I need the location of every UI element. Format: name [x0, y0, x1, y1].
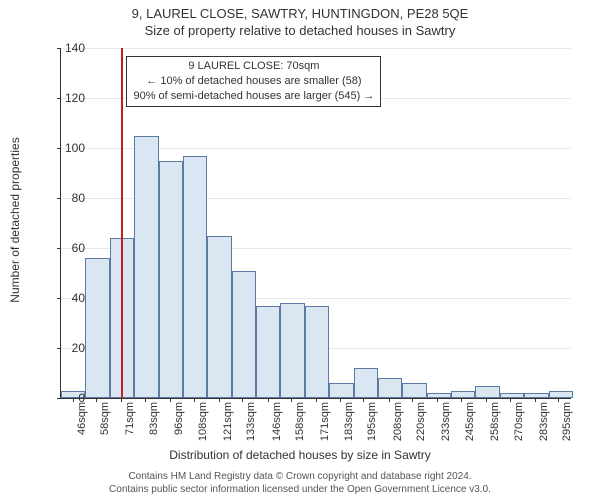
y-axis-label: Number of detached properties: [8, 137, 22, 302]
x-tick-label: 171sqm: [319, 402, 331, 441]
histogram-bar: [524, 393, 548, 398]
x-tick-mark: [96, 398, 97, 402]
x-tick-mark: [437, 398, 438, 402]
y-tick-label: 140: [55, 41, 85, 55]
x-tick-label: 295sqm: [561, 402, 573, 441]
y-tick-label: 60: [55, 241, 85, 255]
x-tick-mark: [194, 398, 195, 402]
histogram-bar: [134, 136, 158, 399]
x-tick-mark: [291, 398, 292, 402]
y-tick-label: 120: [55, 91, 85, 105]
chart-title: 9, LAUREL CLOSE, SAWTRY, HUNTINGDON, PE2…: [0, 0, 600, 21]
histogram-bar: [329, 383, 353, 398]
histogram-bar: [280, 303, 304, 398]
annotation-line-2: ← 10% of detached houses are smaller (58…: [133, 74, 374, 89]
x-tick-mark: [461, 398, 462, 402]
x-tick-label: 245sqm: [464, 402, 476, 441]
x-tick-mark: [412, 398, 413, 402]
x-tick-label: 83sqm: [148, 402, 160, 435]
histogram-bar: [85, 258, 109, 398]
x-tick-mark: [535, 398, 536, 402]
x-tick-label: 208sqm: [392, 402, 404, 441]
y-tick-label: 40: [55, 291, 85, 305]
x-tick-mark: [558, 398, 559, 402]
footer: Contains HM Land Registry data © Crown c…: [0, 470, 600, 496]
histogram-bar: [549, 391, 573, 399]
x-tick-mark: [363, 398, 364, 402]
histogram-bar: [256, 306, 280, 399]
reference-line: [121, 48, 123, 398]
histogram-bar: [183, 156, 207, 399]
chart-subtitle: Size of property relative to detached ho…: [0, 21, 600, 38]
x-tick-mark: [340, 398, 341, 402]
x-tick-label: 195sqm: [366, 402, 378, 441]
y-tick-label: 100: [55, 141, 85, 155]
x-tick-label: 96sqm: [173, 402, 185, 435]
histogram-bar: [207, 236, 231, 399]
histogram-bar: [427, 393, 451, 398]
x-tick-mark: [510, 398, 511, 402]
footer-line-1: Contains HM Land Registry data © Crown c…: [0, 470, 600, 483]
histogram-bar: [402, 383, 426, 398]
y-tick-label: 20: [55, 341, 85, 355]
x-tick-mark: [121, 398, 122, 402]
annotation-line-3: 90% of semi-detached houses are larger (…: [133, 89, 374, 104]
histogram-bar: [159, 161, 183, 399]
histogram-bar: [378, 378, 402, 398]
x-tick-label: 108sqm: [197, 402, 209, 441]
x-tick-label: 183sqm: [343, 402, 355, 441]
x-axis-label: Distribution of detached houses by size …: [0, 448, 600, 462]
gridline: [61, 48, 571, 49]
x-tick-label: 283sqm: [538, 402, 550, 441]
histogram-bar: [232, 271, 256, 399]
x-tick-label: 146sqm: [271, 402, 283, 441]
histogram-bar: [500, 393, 524, 398]
histogram-bar: [305, 306, 329, 399]
x-tick-mark: [170, 398, 171, 402]
histogram-bar: [451, 391, 475, 399]
x-tick-label: 233sqm: [440, 402, 452, 441]
x-tick-label: 258sqm: [489, 402, 501, 441]
x-tick-mark: [268, 398, 269, 402]
x-tick-label: 71sqm: [124, 402, 136, 435]
chart-container: 9, LAUREL CLOSE, SAWTRY, HUNTINGDON, PE2…: [0, 0, 600, 500]
x-tick-mark: [486, 398, 487, 402]
x-tick-label: 58sqm: [99, 402, 111, 435]
annotation-line-1: 9 LAUREL CLOSE: 70sqm: [133, 59, 374, 74]
x-tick-mark: [145, 398, 146, 402]
x-tick-label: 46sqm: [76, 402, 88, 435]
x-tick-mark: [389, 398, 390, 402]
footer-line-2: Contains public sector information licen…: [0, 483, 600, 496]
x-tick-label: 158sqm: [294, 402, 306, 441]
x-tick-label: 220sqm: [415, 402, 427, 441]
histogram-bar: [475, 386, 499, 399]
x-tick-label: 270sqm: [513, 402, 525, 441]
x-tick-label: 121sqm: [222, 402, 234, 441]
histogram-bar: [354, 368, 378, 398]
x-tick-label: 133sqm: [245, 402, 257, 441]
y-tick-label: 80: [55, 191, 85, 205]
annotation-box: 9 LAUREL CLOSE: 70sqm ← 10% of detached …: [126, 56, 381, 107]
x-tick-mark: [242, 398, 243, 402]
x-tick-mark: [219, 398, 220, 402]
x-tick-mark: [316, 398, 317, 402]
